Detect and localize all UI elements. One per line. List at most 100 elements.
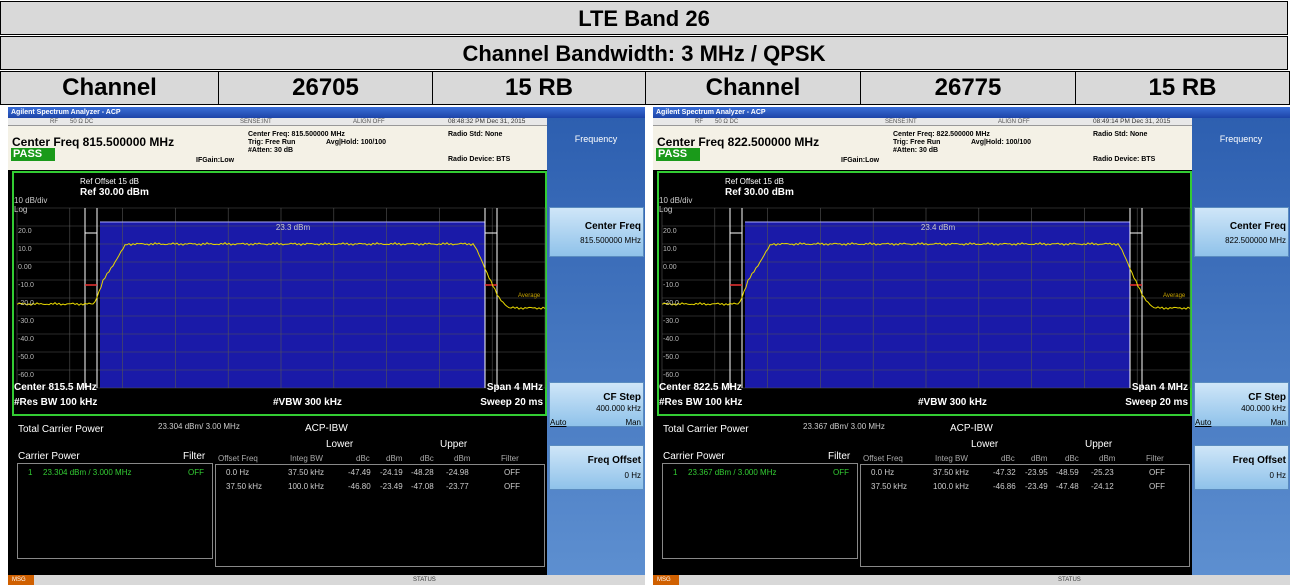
key-center-freq-value: 815.500000 MHz (580, 236, 641, 245)
key-cf-step: CF Step (1248, 392, 1286, 403)
total-power-label: Total Carrier Power (18, 424, 104, 435)
msg-bar (653, 575, 1290, 585)
graph-frame (657, 171, 1192, 416)
analyzer-screen: PASS 20.0 10.0 0.00 -10.0 -20.0 -30.0 -40.0 -50.… (8, 107, 645, 585)
upper: Upper (1085, 439, 1113, 450)
acp-header: dBm (1031, 454, 1048, 463)
radio-std: Radio Std: None (448, 131, 503, 138)
acp-cell: -23.95 (1025, 468, 1048, 477)
impedance: 50 Ω DC (715, 119, 739, 125)
acp-cell: 37.50 kHz (933, 468, 970, 477)
analyzer-screen: PASS 20.0 10.0 0.00 -10.0 -20.0 -30.0 -40.0 -50.… (653, 107, 1290, 585)
center-freq-big: Center Freq 822.500000 MHz (657, 135, 820, 149)
key-cf-step-value: 400.000 kHz (596, 404, 641, 413)
carrier-value: 23.304 dBm / 3.000 MHz (43, 468, 132, 477)
pass-badge: PASS (656, 148, 700, 161)
softkey (549, 207, 644, 257)
scale: 10 dB/div (14, 196, 48, 205)
acp-box (860, 464, 1190, 567)
menu-title: Frequency (574, 134, 618, 144)
acp-cell: -46.86 (993, 482, 1016, 491)
key-man: Man (1270, 418, 1286, 427)
lower: Lower (971, 439, 999, 450)
acp-header: Offset Freq (863, 454, 903, 463)
y-tick-label: 20.0 (663, 228, 677, 235)
channel-cell: Channel (645, 71, 861, 105)
y-tick-label: -30.0 (18, 318, 34, 325)
acp-cell: -23.77 (446, 482, 469, 491)
softkey (1194, 445, 1289, 490)
acp-cell: 37.50 kHz (288, 468, 325, 477)
y-tick-label: 0.00 (663, 264, 677, 271)
total-power-value: 23.304 dBm/ 3.00 MHz (158, 422, 240, 431)
acp-cell: -24.12 (1091, 482, 1114, 491)
acp-cell: -24.98 (446, 468, 469, 477)
trig: Trig: Free Run (893, 139, 941, 146)
key-man: Man (625, 418, 641, 427)
channel-cell: 15 RB (1075, 71, 1290, 105)
filter-label: Filter (183, 451, 206, 462)
results-frame (653, 417, 1192, 575)
radio-device: Radio Device: BTS (448, 156, 511, 163)
key-freq-offset: Freq Offset (587, 455, 641, 466)
info-area (8, 126, 547, 170)
acp-cell: OFF (504, 468, 520, 477)
carrier-index: 1 (28, 468, 33, 477)
ifgain: IFGain:Low (196, 157, 235, 164)
app-title-bar (8, 107, 645, 118)
total-power-value: 23.367 dBm/ 3.00 MHz (803, 422, 885, 431)
avg-hold: Avg|Hold: 100/100 (971, 139, 1032, 146)
acp-ibw: ACP-IBW (305, 423, 348, 434)
key-auto: Auto (1195, 418, 1212, 427)
log: Log (14, 205, 28, 214)
y-tick-label: 0.00 (18, 264, 32, 271)
acp-cell: 100.0 kHz (288, 482, 325, 491)
ref-offset: Ref Offset 15 dB (80, 177, 139, 186)
softkey (549, 382, 644, 427)
acp-cell: -25.23 (1091, 468, 1114, 477)
rf: RF (695, 119, 703, 125)
carrier-power-label: Carrier Power (18, 451, 80, 462)
key-freq-offset-value: 0 Hz (624, 471, 641, 480)
channel-band (745, 222, 1130, 388)
radio-std: Radio Std: None (1093, 131, 1148, 138)
msg-tag (8, 575, 34, 585)
channel-cell: 26705 (218, 71, 433, 105)
status-line (8, 118, 547, 126)
carrier-filter: OFF (188, 468, 204, 477)
acp-cell: 37.50 kHz (871, 482, 908, 491)
average: Average (518, 293, 541, 299)
status: STATUS (1058, 577, 1081, 583)
carrier-box (17, 463, 213, 559)
acp-header: dBm (386, 454, 403, 463)
acp-cell: OFF (504, 482, 520, 491)
carrier-value: 23.367 dBm / 3.000 MHz (688, 468, 777, 477)
channel-band (100, 222, 485, 388)
key-center-freq: Center Freq (584, 221, 641, 232)
y-tick-label: 10.0 (18, 246, 32, 253)
align: ALIGN OFF (353, 119, 385, 125)
key-freq-offset-value: 0 Hz (1269, 471, 1286, 480)
graph-frame (12, 171, 547, 416)
res-bw: #Res BW 100 kHz (659, 397, 743, 408)
upper: Upper (440, 439, 468, 450)
key-auto: Auto (550, 418, 567, 427)
y-tick-label: -10.0 (18, 282, 34, 289)
softkey (1194, 382, 1289, 427)
menu-panel (547, 118, 645, 575)
trig: Trig: Free Run (248, 139, 296, 146)
center-freq-big: Center Freq 815.500000 MHz (12, 135, 175, 149)
acp-header: dBm (1099, 454, 1116, 463)
menu-panel (1192, 118, 1290, 575)
app-title: Agilent Spectrum Analyzer - ACP (656, 109, 766, 116)
carrier-filter: OFF (833, 468, 849, 477)
status-line (653, 118, 1192, 126)
acp-cell: -24.19 (380, 468, 403, 477)
key-center-freq: Center Freq (1229, 221, 1286, 232)
acp-cell: 37.50 kHz (226, 482, 263, 491)
y-tick-label: -60.0 (18, 372, 34, 379)
acp-header: Offset Freq (218, 454, 258, 463)
key-freq-offset: Freq Offset (1232, 455, 1286, 466)
filter-label: Filter (828, 451, 851, 462)
